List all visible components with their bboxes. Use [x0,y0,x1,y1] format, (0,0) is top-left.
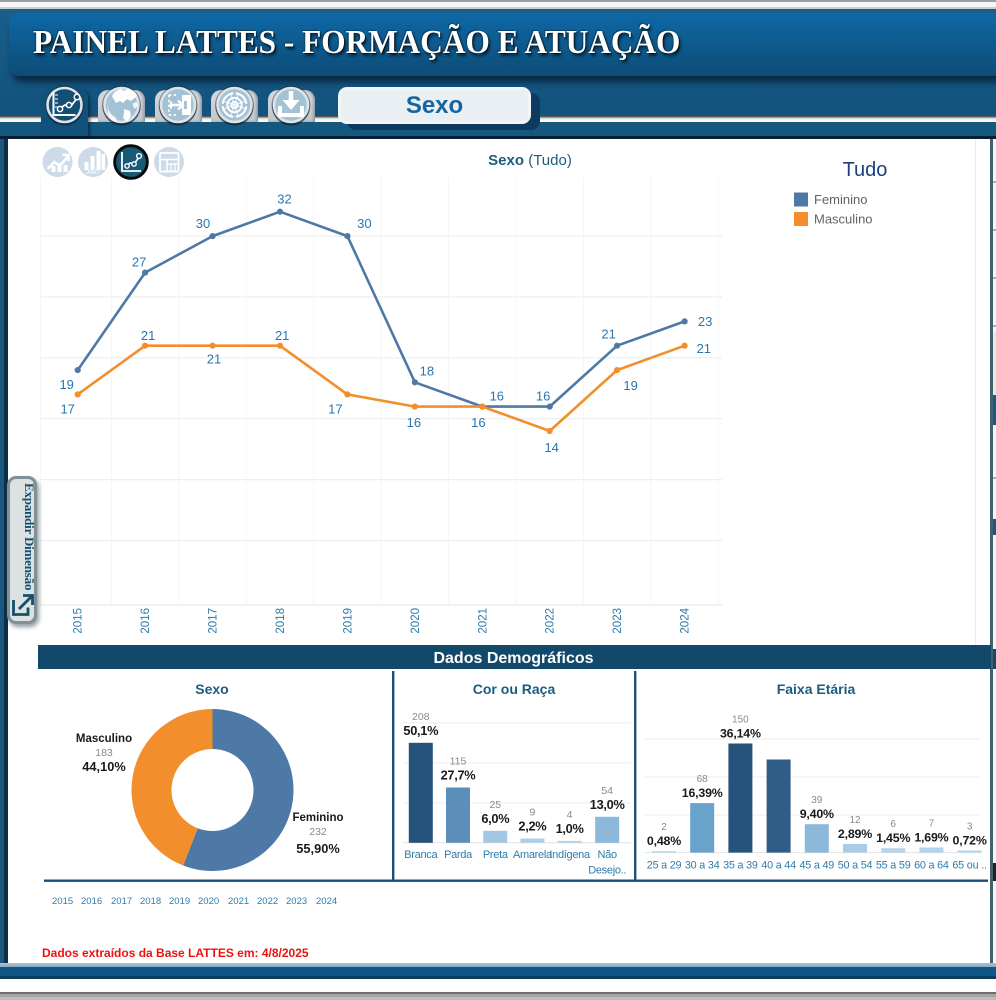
svg-text:40 a 44: 40 a 44 [761,860,796,872]
svg-text:2019: 2019 [342,608,354,634]
svg-text:Não: Não [598,849,617,861]
svg-text:2016: 2016 [140,608,152,634]
svg-text:21: 21 [601,327,615,342]
svg-text:0,72%: 0,72% [953,833,987,847]
svg-text:18: 18 [420,363,434,378]
svg-text:16: 16 [471,415,485,430]
svg-text:39: 39 [811,795,823,806]
svg-text:115: 115 [450,756,467,768]
svg-text:35 a 39: 35 a 39 [723,860,758,872]
svg-text:13,0%: 13,0% [590,797,626,812]
svg-text:16: 16 [490,389,504,404]
svg-text:7: 7 [929,819,935,830]
svg-text:27,7%: 27,7% [441,768,477,783]
svg-text:Cor ou Raça: Cor ou Raça [473,681,556,697]
svg-text:208: 208 [412,711,430,723]
svg-text:232: 232 [309,826,327,838]
svg-text:2: 2 [661,822,667,833]
svg-text:27: 27 [132,255,146,270]
svg-text:Tudo: Tudo [843,159,888,181]
svg-text:Amarela: Amarela [513,849,553,861]
svg-text:1,0%: 1,0% [556,821,585,836]
svg-text:Feminino: Feminino [292,812,343,824]
svg-text:Branca: Branca [404,849,438,861]
svg-text:25 a 29: 25 a 29 [647,860,682,872]
svg-text:2,2%: 2,2% [518,819,547,834]
svg-text:Preta: Preta [483,849,509,861]
svg-text:Masculino: Masculino [76,733,132,745]
svg-text:21: 21 [275,328,289,343]
svg-text:Parda: Parda [444,849,473,861]
svg-text:2,89%: 2,89% [838,827,872,841]
svg-text:Feminino: Feminino [814,192,867,207]
svg-text:4: 4 [567,809,573,821]
svg-text:36,14%: 36,14% [720,727,761,741]
svg-text:19: 19 [59,377,73,392]
svg-text:2021: 2021 [477,608,489,634]
svg-text:2022: 2022 [545,608,557,634]
svg-text:21: 21 [207,352,221,367]
svg-text:Masculino: Masculino [814,212,873,227]
svg-text:183: 183 [95,747,113,759]
svg-text:Sexo: Sexo [195,681,228,697]
svg-text:2024: 2024 [680,607,692,633]
svg-text:2015: 2015 [73,608,85,634]
svg-text:1,45%: 1,45% [876,831,910,845]
svg-text:16: 16 [407,415,421,430]
svg-text:Indígena: Indígena [549,849,591,861]
svg-text:2018: 2018 [275,608,287,634]
svg-text:1,69%: 1,69% [914,831,948,845]
svg-text:17: 17 [328,401,342,416]
svg-text:50 a 54: 50 a 54 [838,860,873,872]
svg-text:9,40%: 9,40% [800,807,834,821]
svg-text:21: 21 [697,341,711,356]
svg-text:Desejo..: Desejo.. [588,865,626,877]
svg-text:6: 6 [890,819,896,830]
svg-text:54: 54 [601,785,613,797]
svg-text:30: 30 [357,216,371,231]
svg-text:16,39%: 16,39% [682,786,723,800]
svg-text:2017: 2017 [208,608,220,634]
svg-text:ANO: ANO [87,170,100,176]
svg-text:68: 68 [697,774,709,785]
svg-text:3: 3 [967,821,973,832]
svg-text:55,90%: 55,90% [296,841,340,856]
svg-text:45 a 49: 45 a 49 [799,860,834,872]
svg-text:19: 19 [623,378,637,393]
svg-text:25: 25 [489,799,501,811]
svg-text:23: 23 [698,314,712,329]
svg-text:16: 16 [536,389,550,404]
svg-text:150: 150 [732,715,749,726]
svg-text:0,48%: 0,48% [647,834,681,848]
svg-text:32: 32 [277,192,291,207]
svg-text:30: 30 [196,216,210,231]
svg-text:55 a 59: 55 a 59 [876,860,911,872]
svg-text:Sexo (Tudo): Sexo (Tudo) [488,152,572,169]
svg-text:2023: 2023 [612,608,624,634]
svg-text:14: 14 [544,440,558,455]
svg-text:2020: 2020 [410,608,422,634]
svg-text:12: 12 [849,815,861,826]
svg-text:17: 17 [60,401,74,416]
svg-text:50,1%: 50,1% [403,723,439,738]
svg-text:9: 9 [529,807,535,819]
svg-text:65 ou ..: 65 ou .. [952,860,987,872]
svg-text:21: 21 [141,328,155,343]
svg-text:60 a 64: 60 a 64 [914,860,949,872]
svg-text:44,10%: 44,10% [82,759,126,774]
svg-text:30 a 34: 30 a 34 [685,860,720,872]
svg-text:Faixa Etária: Faixa Etária [777,681,856,697]
svg-text:6,0%: 6,0% [481,811,510,826]
